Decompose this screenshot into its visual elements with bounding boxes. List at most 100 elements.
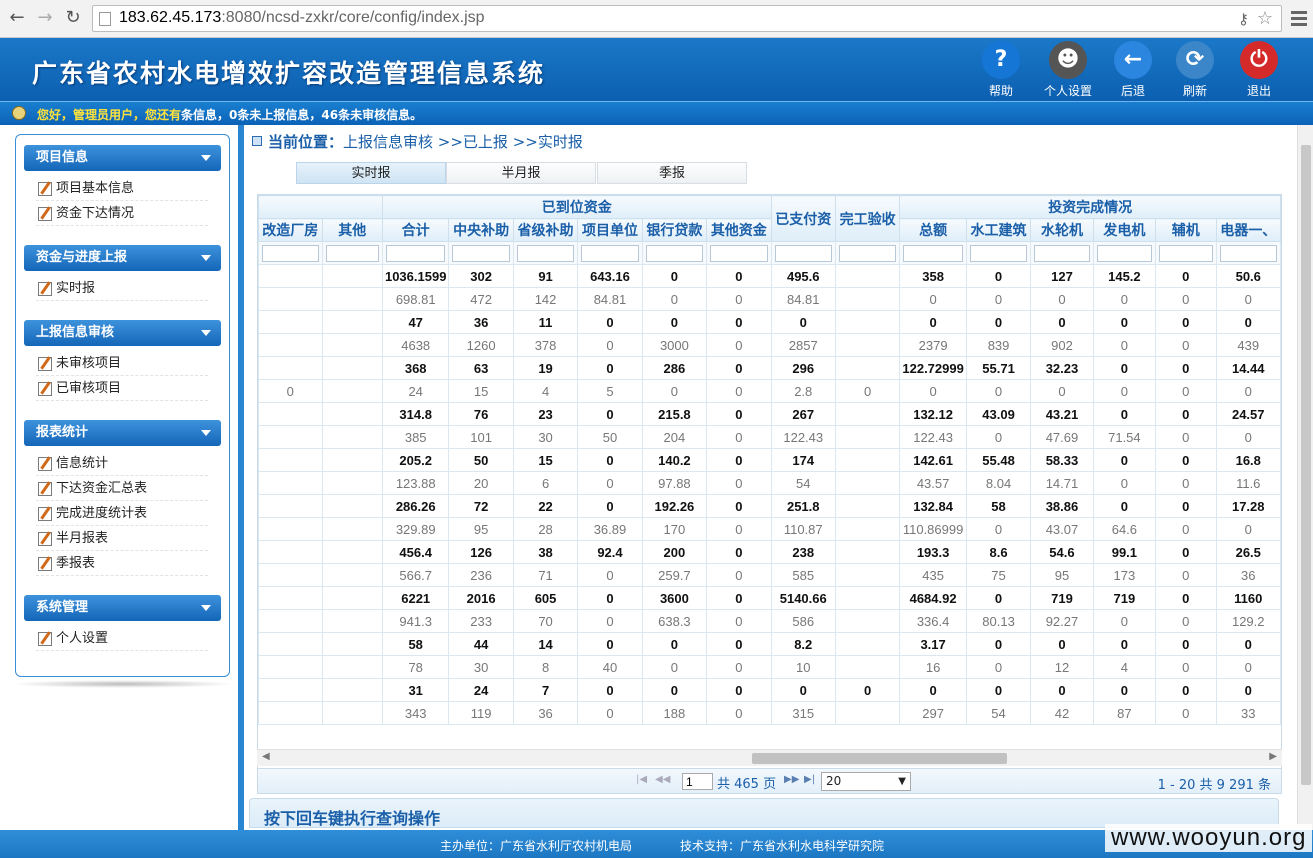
tab[interactable]: 半月报 bbox=[446, 162, 596, 184]
col-header[interactable]: 改造厂房 bbox=[258, 218, 323, 242]
sidebar-item[interactable]: 个人设置 bbox=[36, 627, 208, 651]
last-page-icon[interactable]: ▶| bbox=[804, 774, 816, 785]
browser-menu-icon[interactable] bbox=[1289, 8, 1309, 28]
col-header[interactable]: 银行贷款 bbox=[641, 218, 708, 242]
col-header[interactable]: 总额 bbox=[899, 218, 967, 242]
reload-icon[interactable]: ↻ bbox=[65, 7, 81, 28]
page-size-select[interactable]: 20 ▼ bbox=[821, 772, 911, 791]
table-row[interactable]: 456.4 126 38 92.4 200 0 238 193.3 8.6 54.6 99.1 0 26… bbox=[258, 540, 1281, 564]
splitter[interactable] bbox=[238, 125, 244, 830]
col-header[interactable]: 水轮机 bbox=[1030, 218, 1094, 242]
sidebar-item[interactable]: 资金下达情况 bbox=[36, 202, 208, 226]
filter-input[interactable] bbox=[710, 244, 768, 262]
filter-input[interactable] bbox=[645, 244, 704, 262]
sidebar-item[interactable]: 未审核项目 bbox=[36, 352, 208, 376]
sidebar-item[interactable]: 下达资金汇总表 bbox=[36, 477, 208, 501]
tab[interactable]: 实时报 bbox=[296, 162, 446, 184]
filter-input[interactable] bbox=[516, 244, 575, 262]
table-row[interactable]: 123.88 20 6 0 97.88 0 54 43.57 8.04 14.71 0 0 11.6 bbox=[258, 471, 1281, 495]
sidebar-item[interactable]: 实时报 bbox=[36, 277, 208, 301]
col-header[interactable]: 电器一、 bbox=[1215, 218, 1281, 242]
table-row[interactable]: 47 36 11 0 0 0 0 0 0 0 0 0 0 bbox=[258, 310, 1281, 334]
toolbar-button[interactable]: ← 后退 bbox=[1105, 41, 1161, 99]
filter-input[interactable] bbox=[1159, 244, 1213, 262]
bookmark-star-icon[interactable]: ☆ bbox=[1256, 8, 1273, 29]
filter-input[interactable] bbox=[581, 244, 639, 262]
back-arrow-icon[interactable]: ← bbox=[9, 7, 25, 28]
breadcrumb-path[interactable]: 上报信息审核 >>已上报 >>实时报 bbox=[343, 133, 583, 151]
filter-input[interactable] bbox=[1096, 244, 1153, 262]
table-row[interactable]: 78 30 8 40 0 0 10 16 0 12 4 0 0 bbox=[258, 655, 1281, 679]
sidebar-item[interactable]: 项目基本信息 bbox=[36, 177, 208, 201]
table-row[interactable]: 368 63 19 0 286 0 296 122.72999 55.71 32.23 0 0 14.4… bbox=[258, 356, 1281, 380]
sidebar-item[interactable]: 信息统计 bbox=[36, 452, 208, 476]
filter-input[interactable] bbox=[452, 244, 510, 262]
forward-arrow-icon[interactable]: → bbox=[37, 7, 53, 28]
scroll-right-icon[interactable]: ▶ bbox=[1269, 751, 1277, 762]
toolbar-button[interactable]: ? 帮助 bbox=[973, 41, 1029, 99]
table-row[interactable]: 286.26 72 22 0 192.26 0 251.8 132.84 58 38.86 0 0 17… bbox=[258, 494, 1281, 518]
col-header[interactable]: 其他 bbox=[321, 218, 383, 242]
horizontal-scrollbar[interactable]: ◀ ▶ bbox=[257, 749, 1282, 766]
sidebar-item[interactable]: 半月报表 bbox=[36, 527, 208, 551]
sidebar-group-header[interactable]: 项目信息 bbox=[24, 145, 221, 171]
key-icon[interactable]: ⚷ bbox=[1238, 10, 1249, 28]
table-row[interactable]: 58 44 14 0 0 0 8.2 3.17 0 0 0 0 0 bbox=[258, 632, 1281, 656]
filter-input[interactable] bbox=[385, 244, 446, 262]
table-row[interactable]: 698.81 472 142 84.81 0 0 84.81 0 0 0 0 0 0 bbox=[258, 287, 1281, 311]
table-row[interactable]: 6221 2016 605 0 3600 0 5140.66 4684.92 0 719 719 0 1… bbox=[258, 586, 1281, 610]
col-header[interactable]: 完工验收 bbox=[834, 195, 901, 242]
table-row[interactable]: 385 101 30 50 204 0 122.43 122.43 0 47.69 71.54 0 0 bbox=[258, 425, 1281, 449]
sidebar-group-header[interactable]: 系统管理 bbox=[24, 595, 221, 621]
table-cell bbox=[258, 333, 323, 357]
filter-input[interactable] bbox=[903, 244, 963, 262]
col-header[interactable]: 水工建筑 bbox=[965, 218, 1032, 242]
table-row[interactable]: 4638 1260 378 0 3000 0 2857 2379 839 902 0 0 439 bbox=[258, 333, 1281, 357]
filter-input[interactable] bbox=[969, 244, 1028, 262]
col-header[interactable]: 合计 bbox=[381, 218, 450, 242]
table-row[interactable]: 205.2 50 15 0 140.2 0 174 142.61 55.48 58.33 0 0 16.… bbox=[258, 448, 1281, 472]
tab[interactable]: 季报 bbox=[597, 162, 747, 184]
col-header[interactable]: 省级补助 bbox=[512, 218, 579, 242]
address-bar[interactable]: 183.62.45.173:8080/ncsd-zxkr/core/config… bbox=[92, 5, 1282, 32]
prev-page-icon[interactable]: ◀◀ bbox=[655, 774, 671, 785]
page-number-input[interactable] bbox=[682, 773, 713, 790]
sidebar-item[interactable]: 已审核项目 bbox=[36, 377, 208, 401]
col-header[interactable]: 中央补助 bbox=[448, 218, 514, 242]
table-cell: 5140.66 bbox=[770, 586, 836, 610]
toolbar-button[interactable]: ⏻ 退出 bbox=[1231, 41, 1287, 99]
table-cell: 24 bbox=[381, 379, 450, 403]
vscroll-thumb[interactable] bbox=[1301, 145, 1311, 785]
col-header[interactable]: 项目单位 bbox=[577, 218, 643, 242]
scroll-thumb[interactable] bbox=[752, 753, 1007, 764]
first-page-icon[interactable]: |◀ bbox=[636, 774, 648, 785]
sidebar-group-header[interactable]: 资金与进度上报 bbox=[24, 245, 221, 271]
vertical-scrollbar[interactable] bbox=[1297, 125, 1313, 830]
toolbar-button[interactable]: ⟳ 刷新 bbox=[1167, 41, 1223, 99]
filter-input[interactable] bbox=[838, 244, 897, 262]
col-header[interactable]: 其他资金 bbox=[706, 218, 772, 242]
sidebar-group-header[interactable]: 报表统计 bbox=[24, 420, 221, 446]
table-row[interactable]: 566.7 236 71 0 259.7 0 585 435 75 95 173 0 36 bbox=[258, 563, 1281, 587]
col-header[interactable]: 已支付资 bbox=[770, 195, 836, 242]
sidebar-group-header[interactable]: 上报信息审核 bbox=[24, 320, 221, 346]
table-row[interactable]: 1036.1599 302 91 643.16 0 0 495.6 358 0 127 145.2 0… bbox=[258, 264, 1281, 288]
filter-input[interactable] bbox=[1034, 244, 1090, 262]
table-row[interactable]: 329.89 95 28 36.89 170 0 110.87 110.86999 0 43.07… bbox=[258, 517, 1281, 541]
next-page-icon[interactable]: ▶▶ bbox=[784, 774, 800, 785]
col-header[interactable]: 发电机 bbox=[1092, 218, 1157, 242]
col-header[interactable]: 辅机 bbox=[1155, 218, 1217, 242]
sidebar-item[interactable]: 完成进度统计表 bbox=[36, 502, 208, 526]
table-row[interactable]: 314.8 76 23 0 215.8 0 267 132.12 43.09 43.21 0 0 24.… bbox=[258, 402, 1281, 426]
scroll-left-icon[interactable]: ◀ bbox=[262, 751, 270, 762]
toolbar-button[interactable]: ☻ 个人设置 bbox=[1040, 41, 1096, 99]
table-row[interactable]: 31 24 7 0 0 0 0 0 0 0 0 0 0 0 bbox=[258, 678, 1281, 702]
table-row[interactable]: 0 24 15 4 5 0 0 2.8 0 0 0 0 0 0 0 bbox=[258, 379, 1281, 403]
filter-input[interactable] bbox=[262, 244, 319, 262]
filter-input[interactable] bbox=[774, 244, 832, 262]
filter-input[interactable] bbox=[1219, 244, 1277, 262]
filter-input[interactable] bbox=[325, 244, 379, 262]
table-row[interactable]: 941.3 233 70 0 638.3 0 586 336.4 80.13 92.27 0 0 129… bbox=[258, 609, 1281, 633]
sidebar-item[interactable]: 季报表 bbox=[36, 552, 208, 576]
table-row[interactable]: 343 119 36 0 188 0 315 297 54 42 87 0 33 bbox=[258, 701, 1281, 725]
